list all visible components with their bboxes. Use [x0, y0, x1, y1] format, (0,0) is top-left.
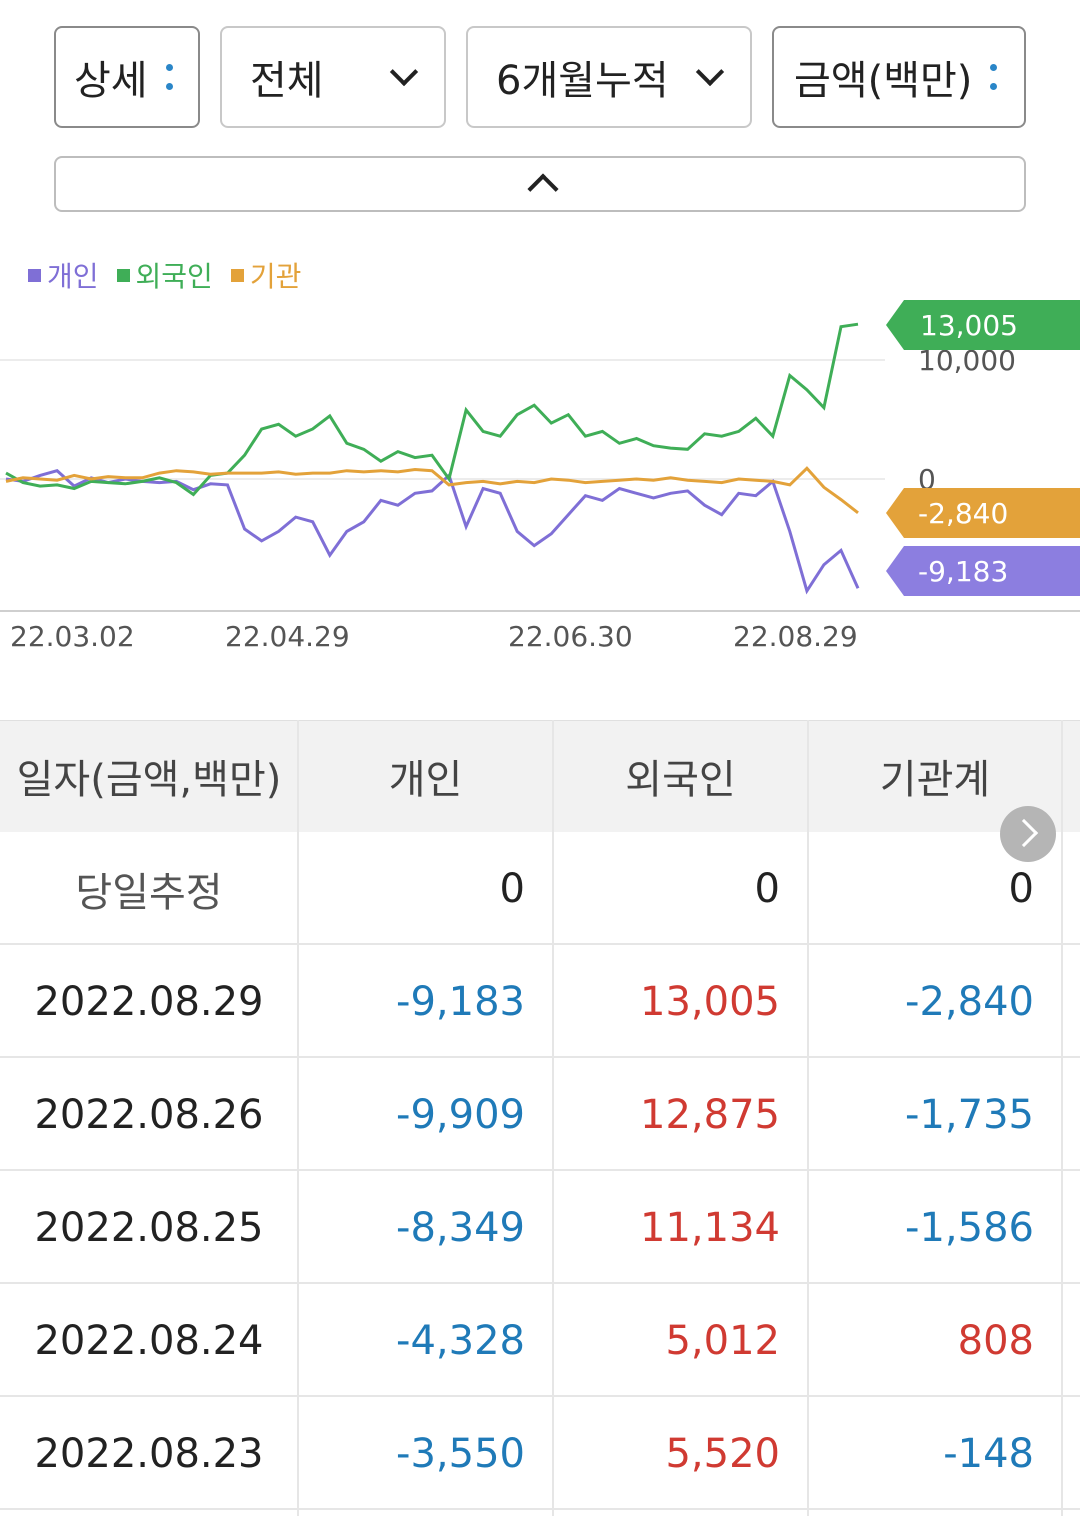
unit-label: 금액(백만) — [794, 58, 973, 104]
row-divider — [0, 1395, 1080, 1397]
foreign-value-cell: 12,875 — [640, 1091, 780, 1138]
date-cell: 당일추정 — [75, 869, 223, 916]
more-vertical-icon — [990, 64, 998, 90]
row-divider — [0, 1169, 1080, 1171]
unit-menu-button[interactable]: 금액(백만) — [772, 26, 1026, 128]
date-cell: 2022.08.24 — [34, 1317, 264, 1364]
legend-label: 외국인 — [135, 260, 213, 293]
table-row[interactable]: 2022.08.25 -8,349 11,134 -1,586 — [0, 1171, 1080, 1284]
column-divider — [1061, 720, 1063, 1516]
row-divider — [0, 1056, 1080, 1058]
institution-value-cell: 808 — [957, 1317, 1034, 1364]
row-divider — [0, 943, 1080, 945]
table-row[interactable]: 2022.08.23 -3,550 5,520 -148 — [0, 1397, 1080, 1510]
series-line-0 — [5, 469, 860, 595]
period-select[interactable]: 6개월누적 — [466, 26, 752, 128]
foreign-value-cell: 11,134 — [640, 1204, 780, 1251]
legend-swatch — [116, 268, 130, 282]
chart-legend: 개인 외국인 기관 — [28, 255, 301, 295]
individual-value-cell: -8,349 — [396, 1204, 525, 1251]
individual-value-cell: -9,183 — [396, 978, 525, 1025]
legend-swatch — [28, 268, 41, 282]
legend-item-institution: 기관 — [230, 255, 302, 295]
detail-label: 상세 — [74, 58, 148, 104]
institution-value-cell: -1,586 — [905, 1204, 1034, 1251]
series-line-2 — [5, 466, 859, 514]
x-tick-label: 22.06.30 — [508, 620, 633, 653]
row-divider — [0, 1282, 1080, 1284]
column-header: 일자(금액,백만) — [16, 757, 282, 803]
individual-value-cell: -3,550 — [396, 1430, 525, 1477]
chevron-down-icon — [695, 57, 725, 87]
date-cell: 2022.08.29 — [34, 978, 264, 1025]
legend-swatch — [230, 268, 244, 282]
x-tick-label: 22.04.29 — [225, 620, 350, 653]
legend-label: 개인 — [47, 260, 99, 293]
scope-label: 전체 — [250, 58, 324, 104]
foreign-value-cell: 13,005 — [640, 978, 780, 1025]
foreign-value-cell: 5,520 — [665, 1430, 780, 1477]
scope-select[interactable]: 전체 — [220, 26, 446, 128]
end-label-institution: -2,840 — [918, 497, 1008, 530]
end-flag-individual — [886, 546, 1080, 596]
x-tick-label: 22.08.29 — [733, 620, 858, 653]
date-cell: 2022.08.23 — [34, 1430, 264, 1477]
institution-value-cell: -1,735 — [905, 1091, 1034, 1138]
more-vertical-icon — [165, 64, 173, 90]
end-label-individual: -9,183 — [918, 555, 1008, 588]
detail-menu-button[interactable]: 상세 — [54, 26, 200, 128]
table-row[interactable]: 2022.08.26 -9,909 12,875 -1,735 — [0, 1058, 1080, 1171]
table-header — [0, 720, 1080, 832]
foreign-value-cell: 5,012 — [665, 1317, 780, 1364]
individual-value-cell: 0 — [499, 865, 525, 912]
legend-item-individual: 개인 — [28, 255, 99, 295]
column-divider — [552, 720, 554, 1516]
column-header: 기관계 — [879, 757, 991, 803]
end-flag-foreign — [886, 300, 1080, 350]
individual-value-cell: -4,328 — [396, 1317, 525, 1364]
individual-value-cell: -9,909 — [396, 1091, 525, 1138]
column-header: 외국인 — [625, 757, 736, 803]
end-flag-institution — [886, 488, 1080, 538]
table-row[interactable]: 2022.08.24 -4,328 5,012 808 — [0, 1284, 1080, 1397]
column-header: 개인 — [388, 757, 463, 803]
column-divider — [807, 720, 809, 1516]
legend-item-foreign: 외국인 — [116, 255, 213, 295]
end-label-foreign: 13,005 — [920, 309, 1018, 342]
period-label: 6개월누적 — [496, 58, 669, 104]
date-cell: 2022.08.26 — [34, 1091, 264, 1138]
date-cell: 2022.08.25 — [34, 1204, 264, 1251]
filter-bar: 상세 전체 6개월누적 금액(백만) — [54, 26, 1026, 128]
table-row[interactable]: 당일추정 0 0 0 — [0, 832, 1080, 945]
chevron-right-icon — [1009, 818, 1039, 848]
legend-label: 기관 — [249, 260, 302, 293]
series-line-1 — [5, 322, 859, 497]
foreign-value-cell: 0 — [754, 865, 780, 912]
chevron-up-icon — [527, 173, 559, 205]
chevron-down-icon — [389, 57, 419, 87]
institution-value-cell: -2,840 — [905, 978, 1034, 1025]
collapse-toggle-button[interactable] — [54, 156, 1026, 212]
y-tick-label-zero: 0 — [918, 463, 936, 496]
institution-value-cell: 0 — [1008, 865, 1034, 912]
column-divider — [297, 720, 299, 1516]
investor-trend-chart: 10,000 0 13,005 -2,840 -9,183 22.03.02 2… — [0, 300, 1080, 653]
institution-value-cell: -148 — [943, 1430, 1034, 1477]
table-row[interactable]: 2022.08.29 -9,183 13,005 -2,840 — [0, 945, 1080, 1058]
next-columns-button[interactable] — [1000, 806, 1056, 862]
x-tick-label: 22.03.02 — [10, 620, 135, 653]
row-divider — [0, 1508, 1080, 1510]
